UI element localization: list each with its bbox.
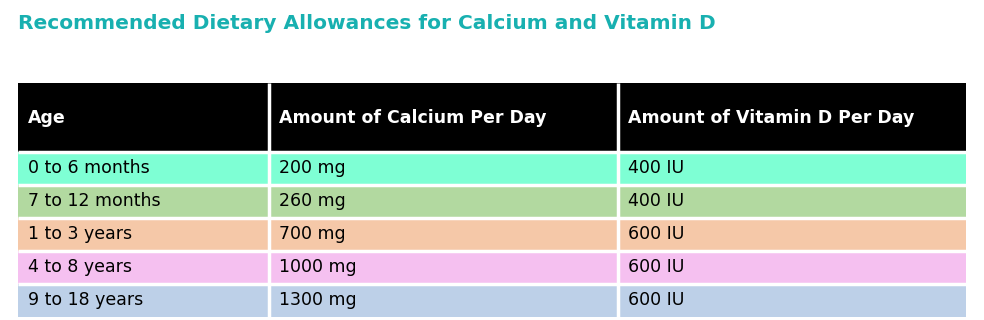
Bar — [618, 152, 966, 185]
Text: Amount of Calcium Per Day: Amount of Calcium Per Day — [278, 108, 546, 127]
Bar — [18, 218, 269, 251]
Bar — [269, 83, 618, 152]
Bar — [18, 185, 269, 218]
Text: 9 to 18 years: 9 to 18 years — [28, 291, 143, 309]
Text: 600 IU: 600 IU — [628, 291, 685, 309]
Bar — [269, 152, 618, 185]
Bar — [18, 284, 269, 317]
Bar — [18, 251, 269, 284]
Text: 600 IU: 600 IU — [628, 225, 685, 244]
Text: 1000 mg: 1000 mg — [278, 258, 356, 276]
Text: Recommended Dietary Allowances for Calcium and Vitamin D: Recommended Dietary Allowances for Calci… — [18, 14, 715, 33]
Text: 600 IU: 600 IU — [628, 258, 685, 276]
Text: 400 IU: 400 IU — [628, 192, 684, 211]
Text: Amount of Vitamin D Per Day: Amount of Vitamin D Per Day — [628, 108, 914, 127]
Bar — [618, 83, 966, 152]
Text: 400 IU: 400 IU — [628, 159, 684, 178]
Bar — [269, 251, 618, 284]
Text: 700 mg: 700 mg — [278, 225, 345, 244]
Text: Age: Age — [28, 108, 65, 127]
Bar — [618, 185, 966, 218]
Text: 200 mg: 200 mg — [278, 159, 345, 178]
Bar — [18, 83, 269, 152]
Bar — [618, 251, 966, 284]
Text: 1300 mg: 1300 mg — [278, 291, 356, 309]
Text: 7 to 12 months: 7 to 12 months — [28, 192, 160, 211]
Bar — [618, 284, 966, 317]
Bar — [18, 152, 269, 185]
Bar — [269, 185, 618, 218]
Text: 4 to 8 years: 4 to 8 years — [28, 258, 132, 276]
Text: 0 to 6 months: 0 to 6 months — [28, 159, 150, 178]
Bar — [618, 218, 966, 251]
Bar — [269, 284, 618, 317]
Text: 1 to 3 years: 1 to 3 years — [28, 225, 132, 244]
Bar — [269, 218, 618, 251]
Text: 260 mg: 260 mg — [278, 192, 345, 211]
